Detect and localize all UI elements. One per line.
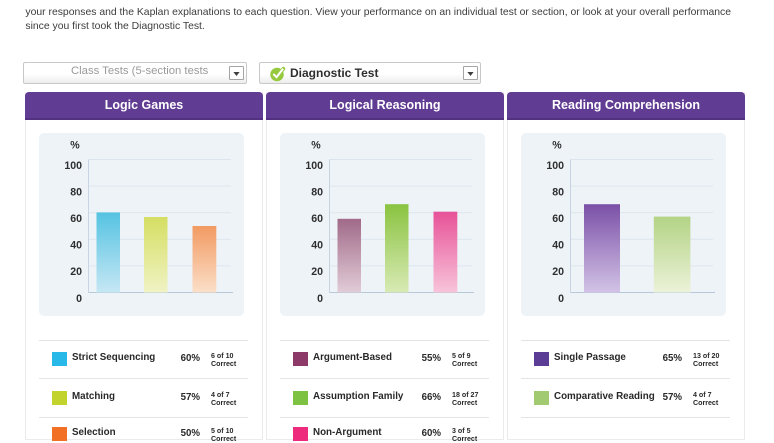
svg-text:0: 0 xyxy=(558,293,564,305)
svg-text:40: 40 xyxy=(552,240,564,252)
svg-text:60: 60 xyxy=(70,213,82,225)
svg-text:%: % xyxy=(311,140,321,152)
svg-text:20: 20 xyxy=(311,266,323,278)
svg-text:%: % xyxy=(70,140,80,152)
svg-text:80: 80 xyxy=(70,186,82,198)
svg-text:100: 100 xyxy=(305,160,323,172)
svg-text:40: 40 xyxy=(311,240,323,252)
svg-text:%: % xyxy=(552,140,562,152)
svg-text:60: 60 xyxy=(552,213,564,225)
svg-text:40: 40 xyxy=(70,240,82,252)
svg-text:20: 20 xyxy=(552,266,564,278)
svg-text:100: 100 xyxy=(64,160,82,172)
svg-text:60: 60 xyxy=(311,213,323,225)
svg-text:0: 0 xyxy=(76,293,82,305)
svg-text:0: 0 xyxy=(317,293,323,305)
svg-text:80: 80 xyxy=(311,186,323,198)
svg-text:80: 80 xyxy=(552,186,564,198)
svg-text:100: 100 xyxy=(546,160,564,172)
svg-text:20: 20 xyxy=(70,266,82,278)
